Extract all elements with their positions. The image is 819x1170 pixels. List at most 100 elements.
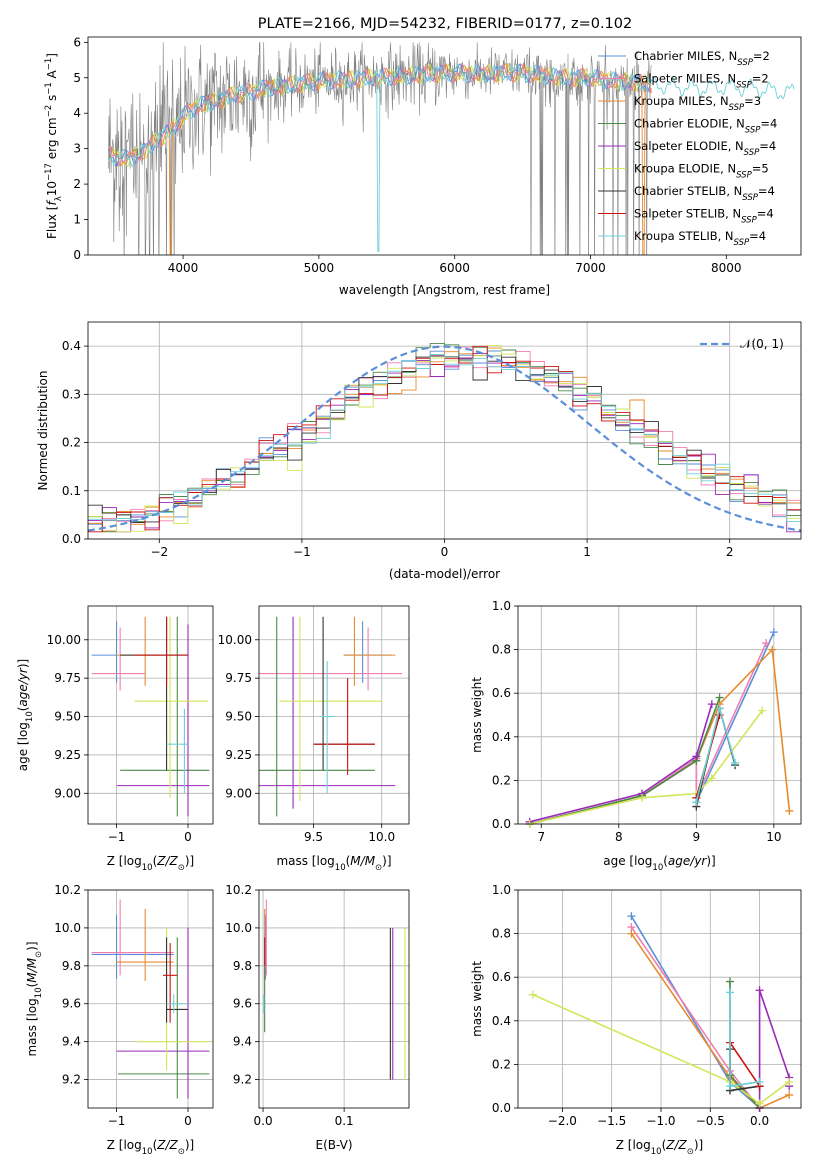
y-tick-label: 2 xyxy=(73,177,81,191)
series-line xyxy=(529,697,721,824)
legend-label: Salpeter ELODIE, NSSP=4 xyxy=(634,139,776,158)
label-part: =3 xyxy=(744,94,761,108)
label-part: ⊙ xyxy=(375,863,382,873)
x-tick-label: 8 xyxy=(615,830,623,844)
legend-label: Kroupa STELIB, NSSP=4 xyxy=(634,229,766,248)
x-tick-label: 5000 xyxy=(304,261,335,275)
legend-label: Chabrier STELIB, NSSP=4 xyxy=(634,184,775,203)
legend-label: Salpeter MILES, NSSP=2 xyxy=(634,72,769,91)
x-tick-label: −2 xyxy=(150,545,168,559)
axes-frame xyxy=(517,889,802,1109)
label-part: M/M xyxy=(350,854,375,868)
axes-frame xyxy=(87,605,214,825)
label-part: =2 xyxy=(753,49,770,63)
label-part: Z/Z xyxy=(156,854,178,868)
axes-frame xyxy=(87,321,802,540)
data-point xyxy=(726,1082,735,1091)
label-part: mass [log xyxy=(276,854,334,868)
series-line xyxy=(529,631,775,824)
label-part: )] xyxy=(185,854,194,868)
histogram-step xyxy=(88,354,801,522)
label-part: )] xyxy=(16,659,30,668)
label-part: Z [log xyxy=(107,1138,142,1152)
y-tick-label: 9.8 xyxy=(62,959,81,973)
y-tick-label: 3 xyxy=(73,142,81,156)
label-part: s xyxy=(45,95,59,105)
y-tick-label: 9.50 xyxy=(54,710,81,724)
label-part: SSP xyxy=(736,81,752,91)
label-part: M/M xyxy=(25,957,39,982)
y-tick-label: 9.00 xyxy=(54,786,81,800)
axes-frame xyxy=(258,605,410,825)
figure-title: PLATE=2166, MJD=54232, FIBERID=0177, z=0… xyxy=(258,16,632,32)
label-part: SSP xyxy=(744,148,760,158)
y-tick-label: 9.4 xyxy=(62,1035,81,1049)
series-line xyxy=(630,926,761,1108)
y-tick-label: 9.2 xyxy=(62,1073,81,1087)
x-tick-label: −1 xyxy=(108,1114,126,1128)
series-line xyxy=(729,992,760,1088)
x-tick-label: 0.0 xyxy=(750,1114,769,1128)
axes-massweight-vs-age: 7 8 9 10 0.0 0.2 0.4 0.6 0.8 1.0 mass weight age [l… xyxy=(470,599,802,873)
legend-label: Kroupa MILES, NSSP=3 xyxy=(634,94,761,113)
x-tick-label: 1 xyxy=(583,545,591,559)
x-tick-label: 0 xyxy=(184,1114,192,1128)
data-point xyxy=(785,1077,794,1086)
y-tick-label: 10.0 xyxy=(225,921,252,935)
data-point xyxy=(755,986,764,995)
y-tick-label: 0.8 xyxy=(492,643,511,657)
label-part: )] xyxy=(694,1138,703,1152)
x-axis-label: Z [log10(Z/Z⊙)] xyxy=(616,1138,704,1157)
x-tick-label: 0.0 xyxy=(254,1114,273,1128)
label-part: ( xyxy=(153,1138,158,1152)
y-tick-label: 0.8 xyxy=(492,927,511,941)
label-part: ⊙ xyxy=(687,1147,694,1157)
y-tick-label: 1 xyxy=(73,213,81,227)
data-point xyxy=(715,693,724,702)
data-point xyxy=(785,1090,794,1099)
y-tick-label: 6 xyxy=(73,35,81,49)
label-part: =4 xyxy=(749,229,766,243)
x-axis-label: mass [log10(M/M⊙)] xyxy=(276,854,391,873)
label-part: −1 xyxy=(44,58,54,71)
series-line xyxy=(729,1042,761,1087)
label-part: =4 xyxy=(758,184,775,198)
label-part: ( xyxy=(346,854,351,868)
y-axis-label: mass weight xyxy=(470,677,484,753)
label-part: 10 xyxy=(34,987,44,998)
data-point xyxy=(707,774,716,783)
label-part: SSP xyxy=(742,193,758,203)
label-part: 10 xyxy=(651,1147,662,1157)
y-tick-label: 9.6 xyxy=(62,997,81,1011)
y-axis-label: Normed distribution xyxy=(36,371,50,491)
y-axis-label: age [log10(age/yr)] xyxy=(16,659,35,771)
x-axis-label: Z [log10(Z/Z⊙)] xyxy=(107,1138,195,1157)
label-part: =5 xyxy=(752,162,769,176)
label-part: Z/Z xyxy=(156,1138,178,1152)
x-tick-label: 8000 xyxy=(711,261,742,275)
label-part: ( xyxy=(153,854,158,868)
label-part: SSP xyxy=(745,126,761,136)
label-part: mass [log xyxy=(25,998,39,1056)
axes-residual-histogram: −2 −1 0 1 2 0.0 0.1 0.2 0.3 0.4 Normed distributio… xyxy=(36,321,802,581)
axes-frame xyxy=(87,889,214,1109)
axes-frame xyxy=(258,889,410,1109)
y-tick-label: 9.8 xyxy=(233,959,252,973)
x-tick-label: −1.5 xyxy=(597,1114,626,1128)
label-part: Kroupa STELIB, N xyxy=(634,229,734,243)
label-part: )] xyxy=(382,854,391,868)
y-tick-label: 9.25 xyxy=(225,748,252,762)
legend-label: Chabrier ELODIE, NSSP=4 xyxy=(634,117,777,136)
x-tick-label: 6000 xyxy=(439,261,470,275)
y-axis-label: mass [log10(M/M⊙)] xyxy=(25,941,44,1056)
histogram-step xyxy=(88,353,801,533)
label-part: ⊙ xyxy=(178,863,185,873)
legend-label: Chabrier MILES, NSSP=2 xyxy=(634,49,770,68)
y-tick-label: 1.0 xyxy=(492,599,511,613)
x-tick-label: 9.5 xyxy=(304,830,323,844)
label-part: age [log xyxy=(16,722,30,771)
data-point xyxy=(707,700,716,709)
label-part: Z [log xyxy=(107,854,142,868)
x-tick-label: 7 xyxy=(537,830,545,844)
